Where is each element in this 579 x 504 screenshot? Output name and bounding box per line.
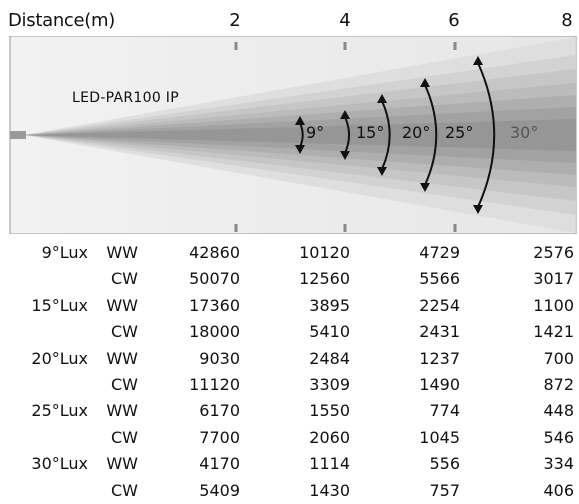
lux-cell: 5410 [309,322,350,342]
distance-header: Distance(m) 2 4 6 8 [0,0,579,36]
distance-tick-label: 4 [339,10,351,31]
lux-cell: 1114 [309,454,350,474]
lux-cell: 2431 [419,322,460,342]
fixture-icon [10,131,26,139]
lux-cell: 3017 [533,269,574,289]
type-cell: WW [106,295,138,315]
lux-cell: 2576 [533,243,574,262]
arrowhead-icon [295,116,305,125]
arrowhead-icon [340,110,350,119]
lux-cell: 1421 [533,322,574,342]
lux-cell: 10120 [299,243,350,262]
lux-cell: 2484 [309,348,350,368]
distance-label: Distance(m) [8,10,115,31]
lux-cell: 2254 [419,295,460,315]
beam-angle-label: 20° [402,123,431,142]
table-row: 9°Lux WW 42860 10120 4729 2576 [0,240,579,266]
table-row: CW 18000 5410 2431 1421 [0,319,579,345]
lux-cell: 5566 [419,269,460,289]
lux-cell: 3309 [309,374,350,394]
beam-angle-label: 9° [306,123,325,142]
angle-cell: 15°Lux [31,295,88,315]
beam-cone [24,119,576,151]
type-cell: CW [111,480,138,500]
angle-arc [424,84,438,186]
table-row: CW 7700 2060 1045 546 [0,425,579,451]
lux-cell: 1237 [419,348,460,368]
lux-cell: 5409 [199,480,240,500]
lux-cell: 17360 [189,295,240,315]
lux-cell: 700 [543,348,574,368]
arrowhead-icon [473,56,483,65]
lux-cell: 11120 [189,374,240,394]
beam-angle-label: 15° [356,123,385,142]
model-label: LED-PAR100 IP [72,90,179,106]
lux-cell: 1430 [309,480,350,500]
lux-cell: 18000 [189,322,240,342]
lux-cell: 556 [429,454,460,474]
lux-cell: 4170 [199,454,240,474]
lux-cell: 774 [429,401,460,421]
lux-cell: 546 [543,427,574,447]
arrowhead-icon [377,94,387,103]
angle-cell: 20°Lux [31,348,88,368]
lux-cell: 6170 [199,401,240,421]
angle-arc [299,122,304,148]
type-cell: CW [111,427,138,447]
angle-arc [381,100,391,170]
lux-cell: 1550 [309,401,350,421]
angle-cell: 30°Lux [31,454,88,474]
beam-svg [9,36,577,234]
type-cell: WW [106,243,138,262]
lux-cell: 1045 [419,427,460,447]
type-cell: WW [106,401,138,421]
angle-cell: 25°Lux [31,401,88,421]
lux-cell: 7700 [199,427,240,447]
lux-table: 9°Lux WW 42860 10120 4729 2576 CW 50070 12560 55… [0,240,579,504]
lux-cell: 1100 [533,295,574,315]
table-row: CW 50070 12560 5566 3017 [0,266,579,292]
angle-arc [344,116,351,154]
arrowhead-icon [473,205,483,214]
table-row: CW 5409 1430 757 406 [0,478,579,504]
arrowhead-icon [340,151,350,160]
lux-cell: 2060 [309,427,350,447]
lux-cell: 42860 [189,243,240,262]
table-row: CW 11120 3309 1490 872 [0,372,579,398]
table-row: 20°Lux WW 9030 2484 1237 700 [0,346,579,372]
lux-cell: 9030 [199,348,240,368]
lux-cell: 334 [543,454,574,474]
table-row: 30°Lux WW 4170 1114 556 334 [0,451,579,477]
arrowhead-icon [295,145,305,154]
type-cell: WW [106,348,138,368]
angle-arc [477,62,496,208]
lux-cell: 406 [543,480,574,500]
distance-tick-label: 6 [448,10,460,31]
angle-cell: 9°Lux [41,243,88,262]
lux-cell: 3895 [309,295,350,315]
distance-tick-label: 8 [561,10,573,31]
lux-cell: 448 [543,401,574,421]
lux-cell: 872 [543,374,574,394]
beam-angle-label: 25° [445,123,474,142]
table-row: 15°Lux WW 17360 3895 2254 1100 [0,293,579,319]
lux-cell: 12560 [299,269,350,289]
lux-cell: 4729 [419,243,460,262]
beam-diagram: LED-PAR100 IP 9° 15° 20° 25° 30° [0,36,579,234]
type-cell: CW [111,322,138,342]
type-cell: WW [106,454,138,474]
table-row: 25°Lux WW 6170 1550 774 448 [0,398,579,424]
lux-cell: 757 [429,480,460,500]
arrowhead-icon [377,167,387,176]
type-cell: CW [111,374,138,394]
arrowhead-icon [420,183,430,192]
lux-cell: 50070 [189,269,240,289]
lux-cell: 1490 [419,374,460,394]
arrowhead-icon [420,78,430,87]
beam-angle-label: 30° [510,123,539,142]
type-cell: CW [111,269,138,289]
distance-tick-label: 2 [229,10,241,31]
